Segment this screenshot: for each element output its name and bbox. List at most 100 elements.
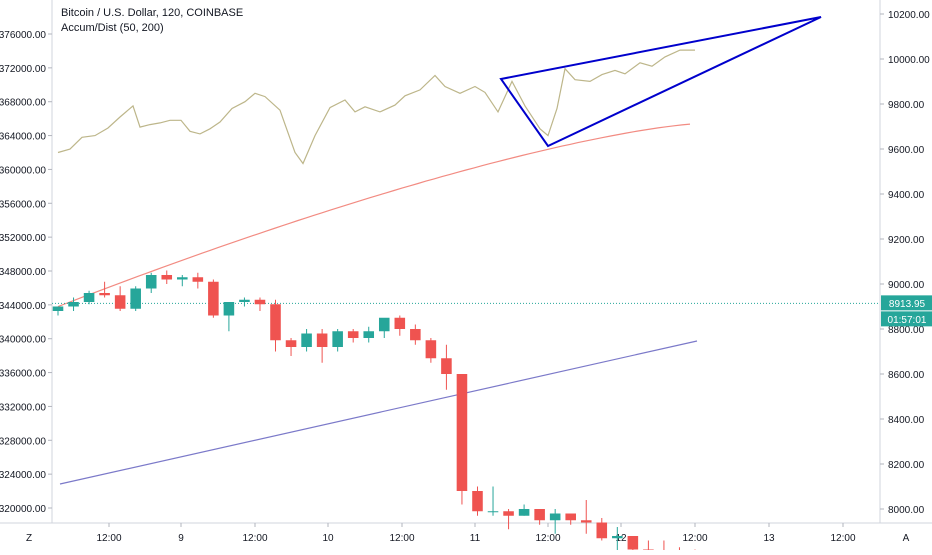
left-tick-label: 376000.00 — [0, 30, 46, 41]
candle — [114, 286, 126, 311]
candle — [270, 299, 281, 352]
scale-z-button[interactable]: Z — [25, 533, 33, 544]
indicator-title: Accum/Dist (50, 200) — [61, 22, 164, 34]
candle-body — [52, 306, 64, 311]
x-tick-label: 13 — [763, 533, 775, 544]
support-trendline — [59, 340, 698, 485]
left-tick-label: 364000.00 — [0, 132, 46, 143]
candle-body — [177, 277, 188, 280]
candle — [347, 329, 359, 343]
candle — [612, 527, 623, 552]
candle-body — [130, 288, 141, 309]
right-tick-label: 10200.00 — [888, 10, 930, 21]
candle — [145, 272, 157, 293]
candle — [239, 297, 250, 307]
candle — [441, 344, 452, 390]
candle — [177, 275, 188, 287]
candle — [518, 504, 530, 516]
x-tick-label: 12:00 — [830, 533, 855, 544]
right-tick-label: 9000.00 — [888, 280, 925, 291]
candle — [425, 338, 437, 363]
candle-body — [223, 302, 235, 316]
candle-body — [363, 331, 375, 338]
right-tick-label: 8000.00 — [888, 505, 925, 516]
candle-body — [161, 275, 173, 280]
x-tick-label: 12:00 — [242, 533, 267, 544]
candle — [52, 306, 64, 316]
candle-body — [99, 293, 110, 296]
candle — [472, 486, 483, 516]
symbol-title: Bitcoin / U.S. Dollar, 120, COINBASE — [61, 7, 244, 19]
left-tick-label: 332000.00 — [0, 402, 46, 413]
candle-body — [518, 509, 530, 516]
right-tick-label: 9800.00 — [888, 100, 925, 111]
right-tick-label: 8600.00 — [888, 370, 925, 381]
candle-body — [145, 275, 157, 289]
candle-body — [394, 317, 406, 329]
chart-legend: Bitcoin / U.S. Dollar, 120, COINBASE Acc… — [61, 6, 243, 36]
candle-body — [301, 333, 312, 347]
candle — [99, 281, 110, 298]
candle-body — [68, 302, 79, 307]
right-tick-label: 9200.00 — [888, 235, 925, 246]
left-tick-label: 372000.00 — [0, 64, 46, 75]
candle — [68, 297, 79, 311]
candle-body — [425, 340, 437, 359]
candle — [223, 302, 235, 332]
x-tick-label: 10 — [322, 533, 334, 544]
auto-scale-button[interactable]: A — [902, 533, 910, 544]
candle-body — [378, 317, 390, 332]
countdown-box — [881, 311, 932, 327]
candle-body — [254, 299, 266, 305]
candle-body — [549, 513, 561, 521]
x-tick-label: 12:00 — [389, 533, 414, 544]
candle-body — [441, 358, 452, 374]
left-tick-label: 340000.00 — [0, 335, 46, 346]
x-tick-label: 9 — [178, 533, 184, 544]
candle-body — [627, 536, 639, 550]
candle-body — [503, 511, 514, 516]
left-tick-label: 352000.00 — [0, 233, 46, 244]
candle — [627, 536, 639, 554]
candle-body — [192, 277, 204, 282]
left-tick-label: 368000.00 — [0, 98, 46, 109]
candle-body — [208, 281, 219, 316]
last-price-label: 8913.95 01:57:01 — [881, 295, 932, 327]
candle-body — [347, 331, 359, 338]
candle — [363, 326, 375, 343]
candle-body — [565, 513, 576, 521]
triangle-drawing — [499, 16, 822, 148]
left-tick-label: 324000.00 — [0, 470, 46, 481]
right-tick-label: 10000.00 — [888, 55, 930, 66]
candle — [161, 270, 173, 284]
candle — [332, 329, 343, 352]
left-tick-label: 320000.00 — [0, 504, 46, 515]
candle — [596, 518, 608, 541]
candle — [83, 290, 95, 305]
right-tick-label: 8800.00 — [888, 325, 925, 336]
candle — [410, 324, 421, 345]
candle — [192, 272, 204, 289]
candle — [503, 509, 514, 530]
candle — [565, 513, 576, 525]
candle-body — [239, 299, 250, 302]
candle — [285, 338, 297, 356]
right-tick-label: 8200.00 — [888, 460, 925, 471]
left-tick-label: 336000.00 — [0, 369, 46, 380]
candle — [130, 286, 141, 311]
left-tick-label: 356000.00 — [0, 199, 46, 210]
candle-body — [534, 509, 545, 521]
last-price-box — [881, 295, 932, 311]
candle-body — [596, 522, 608, 539]
candle-body — [332, 331, 343, 347]
left-tick-label: 360000.00 — [0, 165, 46, 176]
x-tick-label: 11 — [470, 533, 481, 544]
candle-body — [285, 340, 297, 347]
left-tick-label: 328000.00 — [0, 436, 46, 447]
right-tick-label: 9400.00 — [888, 190, 925, 201]
candle-body — [114, 295, 126, 309]
candle-body — [83, 293, 95, 302]
candle — [378, 317, 390, 338]
